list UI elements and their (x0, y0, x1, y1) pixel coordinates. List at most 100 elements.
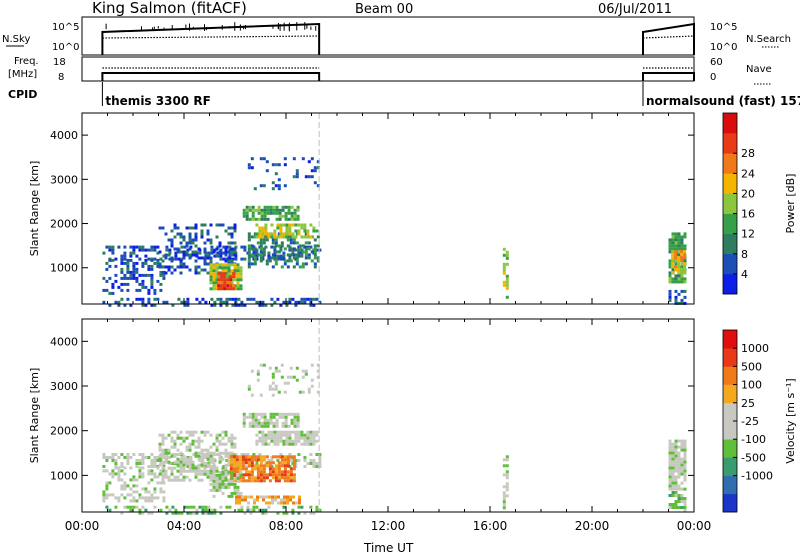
data-cell (680, 259, 684, 263)
data-cell (162, 496, 166, 500)
data-cell (173, 223, 177, 227)
data-cell (141, 496, 145, 500)
data-cell (274, 467, 278, 471)
data-cell (217, 275, 221, 279)
data-cell (279, 235, 283, 239)
data-cell (253, 250, 257, 254)
data-cell (318, 300, 322, 304)
data-cell (312, 442, 316, 446)
data-cell (269, 415, 273, 419)
data-cell (161, 433, 165, 437)
data-cell (671, 506, 675, 509)
data-cell (123, 303, 127, 307)
noise-traces (101, 22, 695, 55)
data-cell (266, 421, 270, 425)
data-cell (218, 250, 222, 254)
data-cell (668, 244, 672, 248)
data-cell (289, 476, 293, 480)
data-cell (221, 482, 225, 486)
data-cell (226, 278, 230, 282)
data-cell (141, 459, 145, 462)
colorbar-tick-label: 500 (741, 360, 762, 373)
data-cell (318, 465, 322, 468)
data-cell (298, 244, 302, 248)
data-cell (668, 448, 672, 452)
data-cell (671, 250, 675, 254)
data-cell (167, 475, 171, 479)
data-cell (296, 415, 300, 419)
data-cell (255, 235, 259, 239)
data-cell (247, 247, 251, 251)
data-cell (276, 235, 280, 239)
data-cell (102, 490, 106, 494)
data-cell (296, 205, 300, 209)
data-cell (674, 454, 678, 458)
data-cell (306, 462, 310, 465)
data-cell (310, 157, 314, 161)
colorbar-segment (723, 213, 737, 234)
data-cell (233, 485, 237, 489)
data-cell (212, 272, 216, 276)
data-cell (683, 475, 687, 479)
data-cell (253, 501, 256, 505)
data-cell (206, 238, 210, 242)
data-cell (316, 369, 320, 373)
data-cell (233, 482, 237, 486)
data-cell (674, 494, 678, 497)
data-cell (194, 235, 198, 239)
data-cell (141, 279, 145, 283)
data-cell (164, 475, 168, 479)
data-cell (280, 265, 284, 269)
data-cell (248, 412, 252, 416)
data-cell (683, 235, 687, 239)
data-cell (303, 223, 307, 227)
data-cell (303, 442, 307, 446)
data-cell (141, 273, 145, 277)
data-cell (671, 463, 675, 467)
data-cell (238, 455, 242, 459)
data-cell (215, 488, 219, 492)
data-cell (668, 274, 672, 278)
data-cell (220, 278, 224, 282)
data-cell (209, 263, 213, 267)
data-cell (200, 460, 204, 464)
data-cell (251, 412, 255, 416)
data-cell (313, 169, 317, 173)
data-cell (251, 208, 255, 212)
data-cell (213, 511, 217, 515)
data-cell (248, 205, 252, 209)
data-cell (230, 470, 234, 474)
data-cell (173, 460, 177, 464)
data-cell (212, 488, 216, 492)
data-cell (231, 303, 235, 307)
data-cell (114, 300, 118, 304)
data-cell (250, 247, 254, 251)
data-cell (288, 223, 292, 227)
data-cell (677, 238, 681, 242)
data-cell (147, 264, 151, 268)
data-cell (668, 469, 672, 473)
data-cell (191, 439, 195, 443)
data-cell (677, 259, 681, 263)
data-cell (229, 455, 233, 459)
data-cell (289, 238, 293, 242)
data-cell (283, 470, 287, 474)
data-cell (117, 496, 121, 500)
data-cell (247, 479, 251, 483)
data-cell (153, 288, 157, 292)
data-cell (256, 495, 259, 499)
colorbar-segment (723, 193, 737, 214)
data-cell (153, 496, 157, 500)
data-cell (674, 298, 678, 302)
data-cell (217, 281, 221, 285)
data-cell (144, 303, 148, 307)
colorbar-tick-label: -25 (741, 415, 759, 428)
data-cell (312, 229, 316, 233)
data-cell (153, 245, 157, 249)
data-cell (191, 226, 195, 230)
data-cell (277, 250, 281, 254)
data-cell (158, 445, 162, 449)
data-cell (156, 251, 160, 255)
data-cell (168, 248, 172, 252)
data-cell (156, 264, 160, 268)
